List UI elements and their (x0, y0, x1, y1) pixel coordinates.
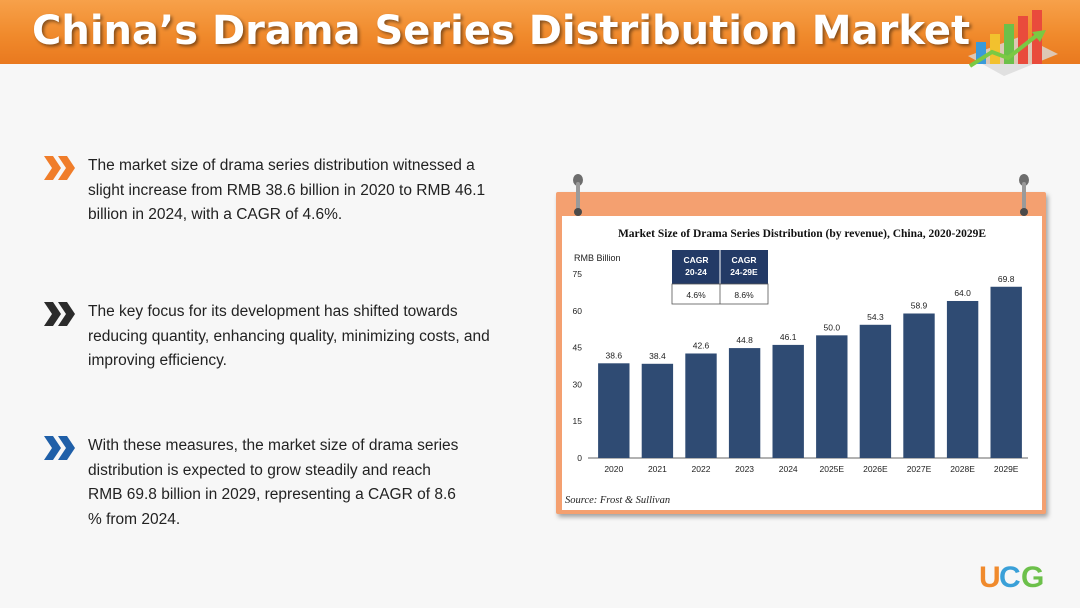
bar-2029E (990, 286, 1022, 458)
y-tick-label: 30 (573, 379, 583, 389)
bar-2024 (772, 344, 804, 458)
cagr-header-1-line2: 20-24 (685, 267, 707, 277)
y-tick-label: 15 (573, 416, 583, 426)
data-label: 38.6 (606, 350, 623, 360)
chart-source: Source: Frost & Sullivan (565, 495, 670, 506)
x-tick-label: 2024 (779, 464, 798, 474)
data-label: 46.1 (780, 332, 797, 342)
bullet-text: With these measures, the market size of … (88, 437, 459, 528)
company-logo: U C G (979, 561, 1044, 594)
x-tick-label: 2027E (907, 464, 932, 474)
x-tick-label: 2026E (863, 464, 888, 474)
bar-2027E (903, 313, 935, 458)
y-tick-label: 0 (577, 453, 582, 463)
chart-title: Market Size of Drama Series Distribution… (618, 228, 986, 240)
x-tick-label: 2020 (604, 464, 623, 474)
bar-2020 (598, 363, 630, 458)
y-tick-label: 60 (573, 306, 583, 316)
x-tick-label: 2022 (692, 464, 711, 474)
bar-2028E (946, 300, 979, 458)
logo-letter-u: U (979, 561, 1001, 594)
data-label: 50.0 (824, 322, 841, 332)
bullet-text: The key focus for its development has sh… (88, 303, 490, 369)
data-label: 54.3 (867, 312, 884, 322)
cagr-header-2-line1: CAGR (731, 255, 756, 265)
x-tick-label: 2023 (735, 464, 754, 474)
bullet-text: The market size of drama series distribu… (88, 157, 486, 223)
x-tick-label: 2025E (820, 464, 845, 474)
bar-2022 (685, 353, 717, 458)
data-label: 44.8 (736, 335, 753, 345)
bar-2025E (816, 335, 848, 458)
pushpin-icon (1019, 174, 1029, 216)
y-axis-label: RMB Billion (574, 253, 621, 263)
logo-letter-c: C (999, 561, 1021, 594)
bar-chart: Market Size of Drama Series Distribution… (565, 228, 1028, 506)
cagr-header-1-line1: CAGR (683, 255, 708, 265)
bar-2021 (641, 363, 674, 458)
data-label: 64.0 (954, 288, 971, 298)
double-chevron-icon (44, 436, 75, 460)
x-tick-label: 2028E (950, 464, 975, 474)
data-label: 38.4 (649, 351, 666, 361)
double-chevron-icon (44, 302, 75, 326)
data-label: 58.9 (911, 300, 928, 310)
cagr-table: CAGR 20-24 CAGR 24-29E 4.6% 8.6% (671, 250, 769, 305)
y-tick-label: 75 (573, 269, 583, 279)
x-tick-label: 2021 (648, 464, 667, 474)
bar-chart-logo-icon (968, 10, 1058, 76)
bullet-item-3: With these measures, the market size of … (44, 434, 464, 532)
data-label: 69.8 (998, 274, 1015, 284)
pushpin-icon (573, 174, 583, 216)
x-tick-label: 2029E (994, 464, 1019, 474)
y-tick-label: 45 (573, 343, 583, 353)
bar-2023 (728, 348, 761, 458)
cagr-header-2-line2: 24-29E (730, 267, 758, 277)
bullet-item-2: The key focus for its development has sh… (44, 300, 504, 374)
header-banner: China’s Drama Series Distribution Market (0, 0, 1080, 64)
bullet-item-1: The market size of drama series distribu… (44, 154, 504, 228)
bar-2026E (859, 324, 892, 458)
data-label: 42.6 (693, 340, 710, 350)
cagr-value-2: 8.6% (734, 290, 754, 300)
cagr-value-1: 4.6% (686, 290, 706, 300)
logo-letter-g: G (1021, 561, 1044, 594)
double-chevron-icon (44, 156, 75, 180)
page-title: China’s Drama Series Distribution Market (32, 8, 971, 54)
